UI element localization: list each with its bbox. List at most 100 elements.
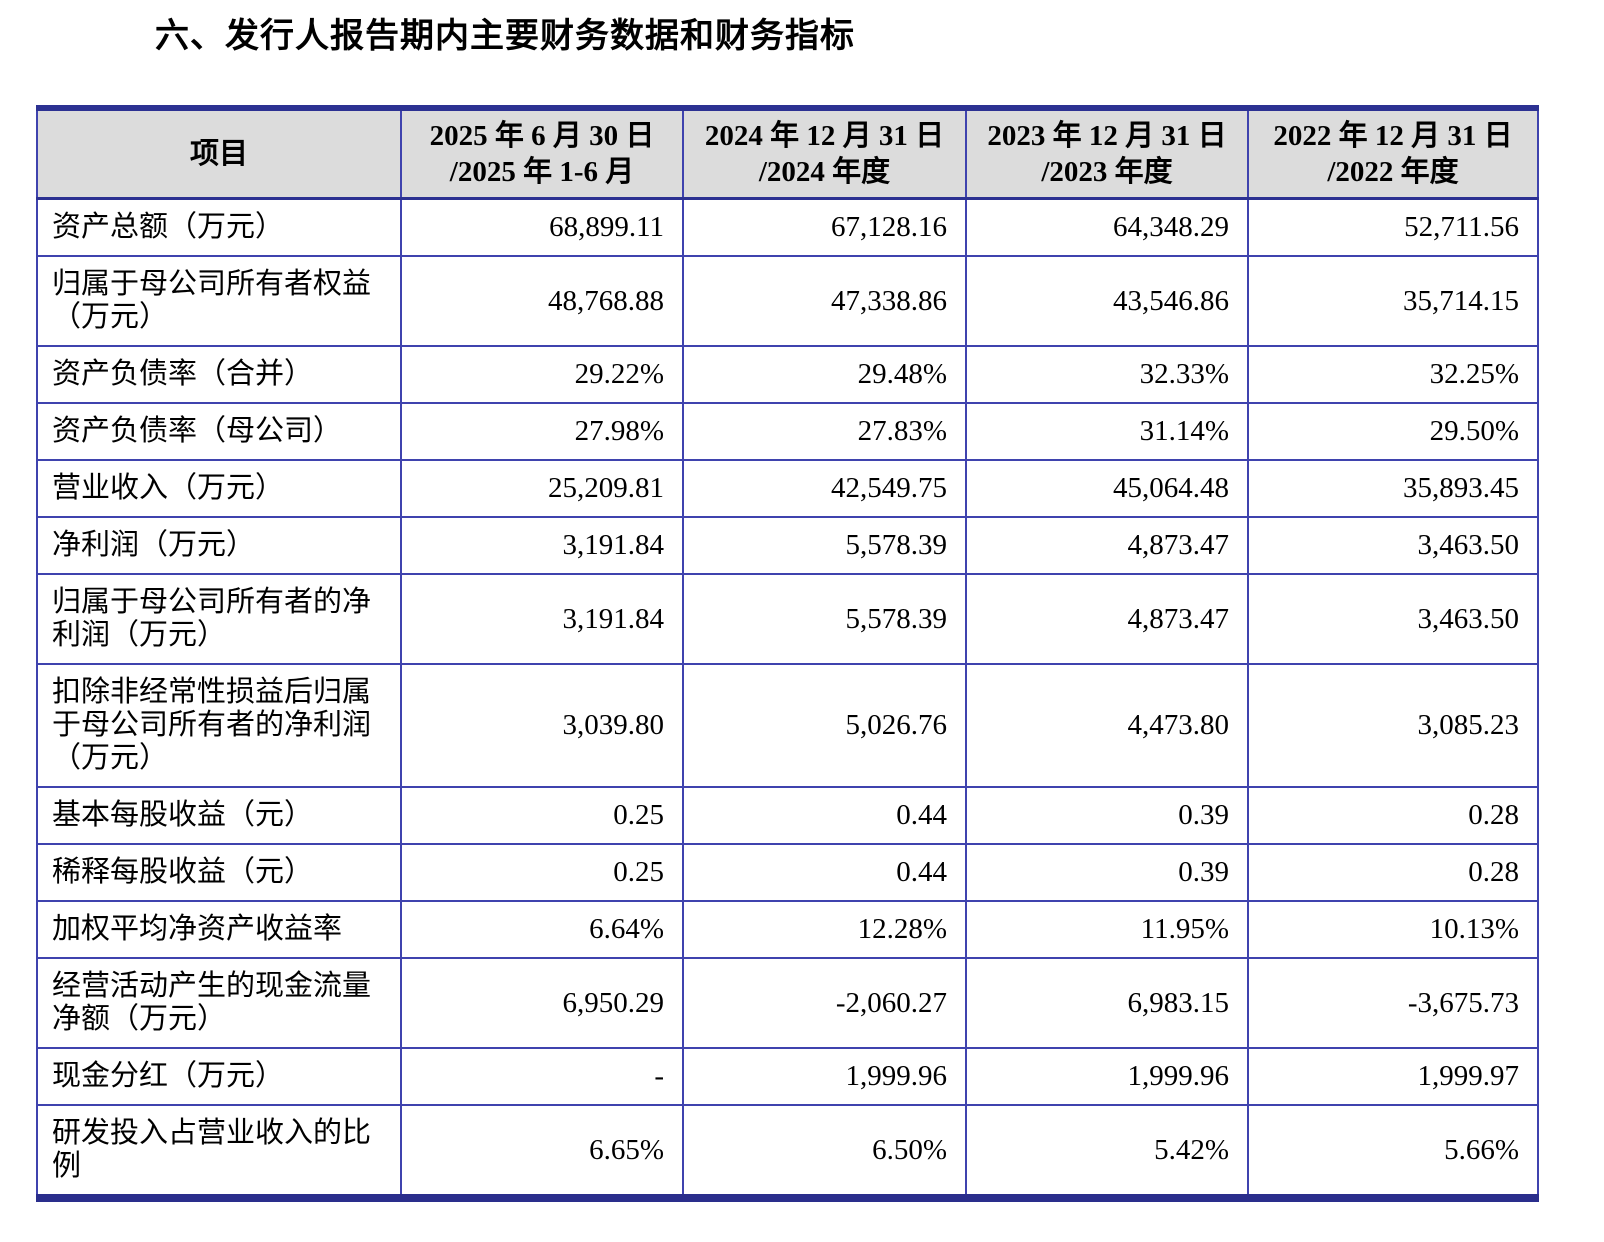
header-period-line: /2025 年 1-6 月 xyxy=(449,156,635,188)
table-row: 加权平均净资产收益率 6.64% 12.28% 11.95% 10.13% xyxy=(36,900,1539,959)
row-value: 3,191.84 xyxy=(400,516,684,575)
table-row: 归属于母公司所有者的净利润（万元） 3,191.84 5,578.39 4,873.4… xyxy=(36,573,1539,665)
row-value: 0.25 xyxy=(400,786,684,845)
row-value: 3,463.50 xyxy=(1247,516,1539,575)
row-value: 11.95% xyxy=(965,900,1249,959)
row-value: 4,873.47 xyxy=(965,516,1249,575)
header-date-line: 2023 年 12 月 31 日 xyxy=(987,120,1227,152)
table-body: 资产总额（万元） 68,899.11 67,128.16 64,348.29 52,71… xyxy=(36,197,1539,1199)
row-value: 68,899.11 xyxy=(400,197,684,257)
row-value: 27.98% xyxy=(400,402,684,461)
row-value: 0.28 xyxy=(1247,843,1539,902)
table-row: 基本每股收益（元） 0.25 0.44 0.39 0.28 xyxy=(36,786,1539,845)
row-value: 29.22% xyxy=(400,345,684,404)
section-title: 六、发行人报告期内主要财务数据和财务指标 xyxy=(155,17,855,55)
row-value: 48,768.88 xyxy=(400,255,684,347)
column-header-period-0: 2025 年 6 月 30 日/2025 年 1-6 月 xyxy=(400,108,684,200)
row-value: -2,060.27 xyxy=(682,957,967,1049)
row-value: 6.50% xyxy=(682,1104,967,1199)
header-period-line: /2023 年度 xyxy=(1041,156,1173,188)
row-value: 6.65% xyxy=(400,1104,684,1199)
row-value: 43,546.86 xyxy=(965,255,1249,347)
row-value: 1,999.97 xyxy=(1247,1047,1539,1106)
row-value: 32.33% xyxy=(965,345,1249,404)
row-value: 25,209.81 xyxy=(400,459,684,518)
header-period-line: /2024 年度 xyxy=(758,156,891,188)
row-value: 5,578.39 xyxy=(682,573,967,665)
row-value: 3,039.80 xyxy=(400,663,684,788)
row-label: 营业收入（万元） xyxy=(36,459,402,518)
table-row: 资产负债率（母公司） 27.98% 27.83% 31.14% 29.50% xyxy=(36,402,1539,461)
row-value: 3,191.84 xyxy=(400,573,684,665)
row-value: 27.83% xyxy=(682,402,967,461)
table-row: 资产负债率（合并） 29.22% 29.48% 32.33% 32.25% xyxy=(36,345,1539,404)
table-row: 净利润（万元） 3,191.84 5,578.39 4,873.47 3,463.50 xyxy=(36,516,1539,575)
row-label: 净利润（万元） xyxy=(36,516,402,575)
row-value: 3,085.23 xyxy=(1247,663,1539,788)
row-value: 47,338.86 xyxy=(682,255,967,347)
table-header: 项目 2025 年 6 月 30 日/2025 年 1-6 月 2024 年 12… xyxy=(36,108,1539,200)
row-value: - xyxy=(400,1047,684,1106)
row-value: 0.44 xyxy=(682,786,967,845)
row-value: 6.64% xyxy=(400,900,684,959)
row-label: 扣除非经常性损益后归属于母公司所有者的净利润（万元） xyxy=(36,663,402,788)
table-row: 扣除非经常性损益后归属于母公司所有者的净利润（万元） 3,039.80 5,026.… xyxy=(36,663,1539,788)
row-value: 29.50% xyxy=(1247,402,1539,461)
header-date-line: 2025 年 6 月 30 日 xyxy=(429,120,655,152)
row-label: 经营活动产生的现金流量净额（万元） xyxy=(36,957,402,1049)
row-value: 35,893.45 xyxy=(1247,459,1539,518)
row-value: 52,711.56 xyxy=(1247,197,1539,257)
table-row: 资产总额（万元） 68,899.11 67,128.16 64,348.29 52,71… xyxy=(36,197,1539,257)
row-label: 资产负债率（合并） xyxy=(36,345,402,404)
column-header-item: 项目 xyxy=(36,108,402,200)
row-value: 3,463.50 xyxy=(1247,573,1539,665)
row-value: 42,549.75 xyxy=(682,459,967,518)
column-header-period-2: 2023 年 12 月 31 日/2023 年度 xyxy=(965,108,1249,200)
row-value: 5.66% xyxy=(1247,1104,1539,1199)
financial-data-table: 项目 2025 年 6 月 30 日/2025 年 1-6 月 2024 年 12… xyxy=(36,105,1539,1202)
row-value: 31.14% xyxy=(965,402,1249,461)
row-label: 稀释每股收益（元） xyxy=(36,843,402,902)
row-label: 归属于母公司所有者权益（万元） xyxy=(36,255,402,347)
table-row: 研发投入占营业收入的比例 6.65% 6.50% 5.42% 5.66% xyxy=(36,1104,1539,1199)
row-value: 67,128.16 xyxy=(682,197,967,257)
row-value: 32.25% xyxy=(1247,345,1539,404)
row-value: 0.44 xyxy=(682,843,967,902)
row-value: 6,983.15 xyxy=(965,957,1249,1049)
row-label: 现金分红（万元） xyxy=(36,1047,402,1106)
row-value: 4,473.80 xyxy=(965,663,1249,788)
header-date-line: 2024 年 12 月 31 日 xyxy=(704,120,945,152)
row-value: 5,026.76 xyxy=(682,663,967,788)
header-period-line: /2022 年度 xyxy=(1327,156,1459,188)
row-value: -3,675.73 xyxy=(1247,957,1539,1049)
row-value: 1,999.96 xyxy=(682,1047,967,1106)
row-value: 0.25 xyxy=(400,843,684,902)
row-value: 0.28 xyxy=(1247,786,1539,845)
row-label: 研发投入占营业收入的比例 xyxy=(36,1104,402,1199)
row-value: 45,064.48 xyxy=(965,459,1249,518)
row-value: 4,873.47 xyxy=(965,573,1249,665)
row-value: 5,578.39 xyxy=(682,516,967,575)
row-value: 12.28% xyxy=(682,900,967,959)
table-row: 营业收入（万元） 25,209.81 42,549.75 45,064.48 35,89… xyxy=(36,459,1539,518)
table-header-row: 项目 2025 年 6 月 30 日/2025 年 1-6 月 2024 年 12… xyxy=(36,108,1539,200)
row-label: 归属于母公司所有者的净利润（万元） xyxy=(36,573,402,665)
header-date-line: 2022 年 12 月 31 日 xyxy=(1273,120,1513,152)
table-row: 现金分红（万元） -1,999.96 1,999.96 1,999.97 xyxy=(36,1047,1539,1106)
table-row: 归属于母公司所有者权益（万元） 48,768.88 47,338.86 43,546.… xyxy=(36,255,1539,347)
row-value: 10.13% xyxy=(1247,900,1539,959)
row-label: 基本每股收益（元） xyxy=(36,786,402,845)
row-value: 0.39 xyxy=(965,786,1249,845)
row-value: 0.39 xyxy=(965,843,1249,902)
column-header-period-3: 2022 年 12 月 31 日/2022 年度 xyxy=(1247,108,1539,200)
row-label: 资产总额（万元） xyxy=(36,197,402,257)
column-header-period-1: 2024 年 12 月 31 日/2024 年度 xyxy=(682,108,967,200)
row-value: 29.48% xyxy=(682,345,967,404)
row-value: 5.42% xyxy=(965,1104,1249,1199)
table-row: 经营活动产生的现金流量净额（万元） 6,950.29 -2,060.27 6,983.… xyxy=(36,957,1539,1049)
row-value: 64,348.29 xyxy=(965,197,1249,257)
table-row: 稀释每股收益（元） 0.25 0.44 0.39 0.28 xyxy=(36,843,1539,902)
row-label: 加权平均净资产收益率 xyxy=(36,900,402,959)
row-value: 6,950.29 xyxy=(400,957,684,1049)
